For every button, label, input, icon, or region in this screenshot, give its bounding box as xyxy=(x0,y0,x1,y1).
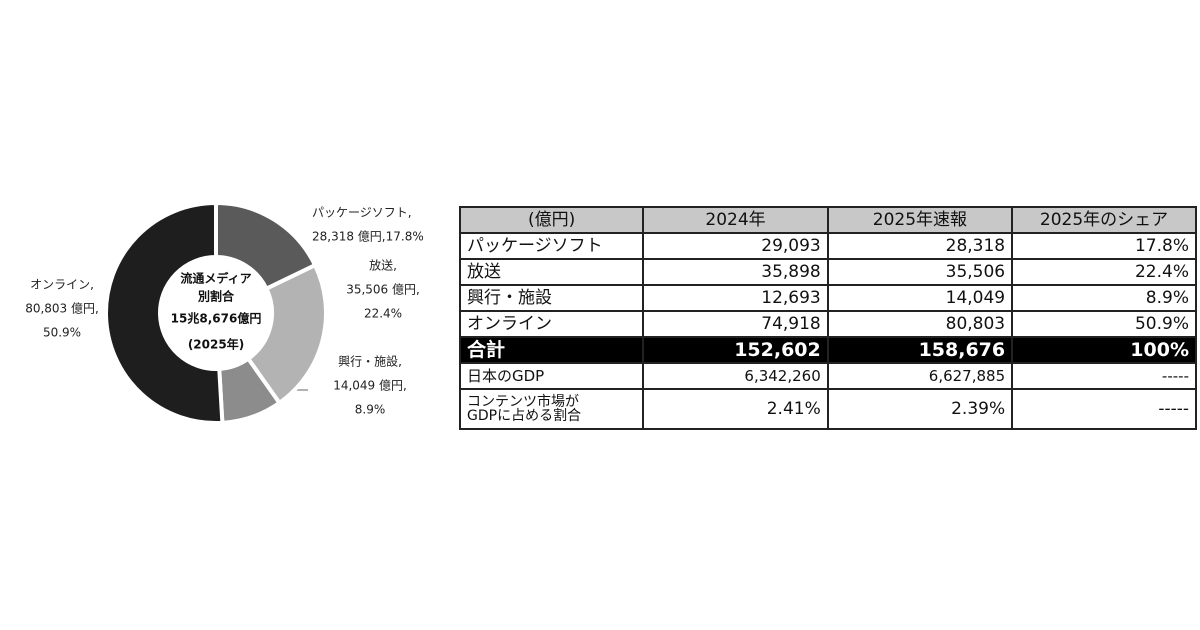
slice-value-label: 22.4% xyxy=(364,307,402,321)
table-cell: 28,318 xyxy=(826,232,1014,260)
table-cell: 35,898 xyxy=(642,258,829,286)
slice-value-label: 50.9% xyxy=(43,326,81,340)
donut-slice xyxy=(245,262,328,406)
slice-label: パッケージソフト, xyxy=(312,206,412,220)
slice-value-label: 14,049 億円, xyxy=(333,379,407,393)
table-cell: 6,342,260 xyxy=(642,362,829,390)
table-row: 合計 152,602 158,676 100% xyxy=(458,336,1197,364)
table-cell: 80,803 xyxy=(826,310,1014,338)
slice-label: オンライン, xyxy=(30,278,94,292)
table-cell: 14,049 xyxy=(826,284,1014,312)
center-label: 別割合 xyxy=(197,289,235,304)
table-cell: 35,506 xyxy=(826,258,1014,286)
slice-label: 放送, xyxy=(369,258,397,273)
table-cell: オンライン xyxy=(458,310,645,338)
table-row: パッケージソフト 29,093 28,318 17.8% xyxy=(458,232,1197,260)
slice-value-label: 80,803 億円, xyxy=(25,302,99,316)
table-cell: 22.4% xyxy=(1011,258,1197,286)
table-row: 興行・施設 12,693 14,049 8.9% xyxy=(458,284,1197,312)
table-cell: 152,602 xyxy=(642,336,829,364)
table-cell: (億円) xyxy=(458,206,645,234)
table-cell: 158,676 xyxy=(826,336,1014,364)
table-cell: 合計 xyxy=(458,336,645,364)
data-table: (億円) 2024年 2025年速報 2025年のシェア パッケージソフト 29,093 2… xyxy=(458,206,1197,430)
table-cell: 日本のGDP xyxy=(458,362,645,390)
table-cell: 2025年速報 xyxy=(826,206,1014,234)
table-row: 日本のGDP 6,342,260 6,627,885 ----- xyxy=(458,362,1197,390)
slice-value-label: 8.9% xyxy=(355,403,386,417)
table-cell: ----- xyxy=(1011,388,1197,430)
donut-hole xyxy=(161,258,271,368)
table-cell: 2024年 xyxy=(642,206,829,234)
table-row: (億円) 2024年 2025年速報 2025年のシェア xyxy=(458,206,1197,234)
table-cell: 2.41% xyxy=(642,388,829,430)
table-cell: 8.9% xyxy=(1011,284,1197,312)
slice-value-label: 28,318 億円,17.8% xyxy=(312,230,424,244)
table-cell: ----- xyxy=(1011,362,1197,390)
slice-value-label: 35,506 億円, xyxy=(346,283,420,297)
table-cell: 29,093 xyxy=(642,232,829,260)
slice-label: 興行・施設, xyxy=(338,354,402,369)
center-label: (2025年) xyxy=(188,337,244,352)
table-cell: 2.39% xyxy=(826,388,1014,430)
table-cell: 100% xyxy=(1011,336,1197,364)
table-row: 放送 35,898 35,506 22.4% xyxy=(458,258,1197,286)
table-row: コンテンツ市場が GDPに占める割合 2.41% 2.39% ----- xyxy=(458,388,1197,430)
donut-slice xyxy=(104,200,225,425)
table-row: オンライン 74,918 80,803 50.9% xyxy=(458,310,1197,338)
table-cell: 74,918 xyxy=(642,310,829,338)
table-cell: 17.8% xyxy=(1011,232,1197,260)
table-cell: 12,693 xyxy=(642,284,829,312)
center-label: 15兆8,676億円 xyxy=(171,311,262,326)
center-label: 流通メディア xyxy=(180,271,251,286)
table-cell: コンテンツ市場が GDPに占める割合 xyxy=(458,388,645,430)
table-cell: パッケージソフト xyxy=(458,232,645,260)
table-cell: 2025年のシェア xyxy=(1011,206,1197,234)
table-cell: 50.9% xyxy=(1011,310,1197,338)
table-cell: 6,627,885 xyxy=(826,362,1014,390)
table-cell: 興行・施設 xyxy=(458,284,645,312)
table-cell: 放送 xyxy=(458,258,645,286)
